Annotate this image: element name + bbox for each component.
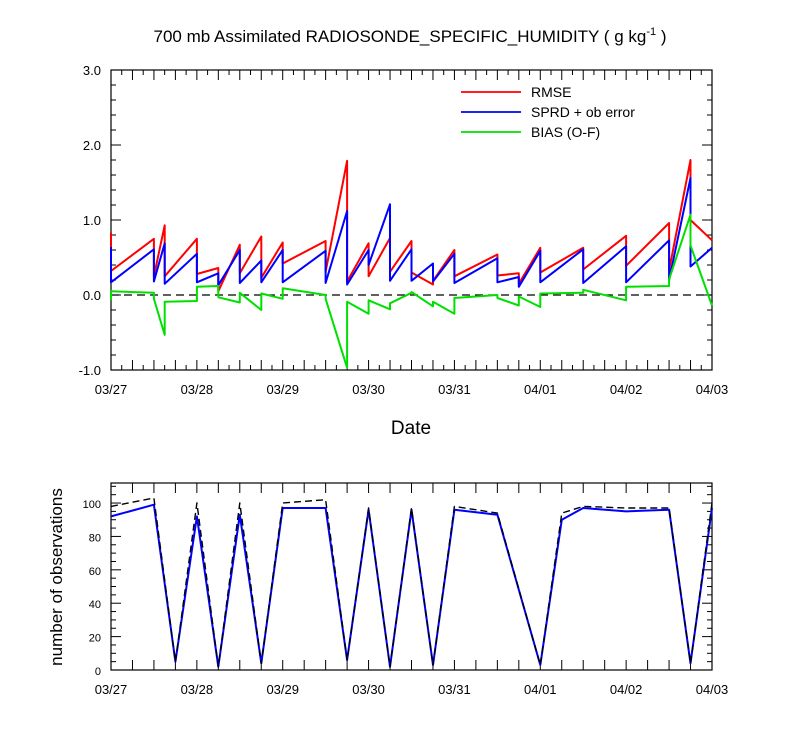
bottom-x-tick-label: 03/30 — [352, 682, 385, 697]
bottom-y-tick-label: 80 — [89, 532, 101, 544]
top-x-axis-label: Date — [391, 418, 431, 439]
top-x-tick-label: 03/30 — [352, 382, 385, 397]
bottom-x-tick-label: 04/03 — [696, 682, 729, 697]
bottom-y-tick-labels: 0 20 40 60 80 100 — [83, 499, 101, 678]
top-y-tick-label: -1.0 — [79, 363, 101, 378]
bottom-x-tick-label: 03/28 — [181, 682, 214, 697]
top-x-tick-label: 04/01 — [524, 382, 557, 397]
top-chart-title: 700 mb Assimilated RADIOSONDE_SPECIFIC_H… — [154, 26, 667, 46]
top-y-tick-label: 0.0 — [83, 288, 101, 303]
bottom-y-axis-label: number of observations — [47, 488, 66, 666]
bottom-x-tick-label: 03/31 — [438, 682, 471, 697]
bottom-x-tick-label: 04/02 — [610, 682, 643, 697]
bottom-x-tick-label: 03/29 — [266, 682, 299, 697]
bottom-y-tick-label: 20 — [89, 633, 101, 645]
legend-label-bias: BIAS (O-F) — [531, 124, 600, 140]
bottom-x-tick-label: 04/01 — [524, 682, 557, 697]
top-plot-ticks — [110, 69, 713, 371]
bottom-y-tick-label: 40 — [89, 599, 101, 611]
bottom-x-tick-labels: 03/27 03/28 03/29 03/30 03/31 04/01 04/02 04/03 — [95, 682, 729, 697]
top-plot-series — [110, 159, 713, 369]
legend-label-sprd: SPRD + ob error — [531, 104, 635, 120]
top-y-tick-label: 2.0 — [83, 138, 101, 153]
top-x-tick-labels: 03/27 03/28 03/29 03/30 03/31 04/01 04/02 04/03 — [95, 382, 729, 397]
top-x-tick-label: 03/28 — [181, 382, 214, 397]
bottom-series-line-0 — [110, 503, 713, 668]
top-x-tick-label: 04/02 — [610, 382, 643, 397]
bottom-plot-series — [110, 497, 713, 668]
bottom-y-tick-label: 100 — [83, 499, 101, 511]
top-series-line-2 — [110, 213, 713, 369]
top-x-tick-label: 04/03 — [696, 382, 729, 397]
top-y-tick-labels: -1.0 0.0 1.0 2.0 3.0 — [79, 63, 101, 378]
top-series-line-1 — [110, 177, 713, 288]
legend-label-rmse: RMSE — [531, 84, 571, 100]
bottom-y-tick-label: 0 — [95, 666, 101, 678]
top-x-tick-label: 03/29 — [266, 382, 299, 397]
bottom-y-tick-label: 60 — [89, 566, 101, 578]
top-x-tick-label: 03/27 — [95, 382, 128, 397]
top-y-tick-label: 1.0 — [83, 213, 101, 228]
top-x-tick-label: 03/31 — [438, 382, 471, 397]
top-y-tick-label: 3.0 — [83, 63, 101, 78]
legend: RMSE SPRD + ob error BIAS (O-F) — [461, 84, 635, 140]
bottom-x-tick-label: 03/27 — [95, 682, 128, 697]
bottom-series-line-1 — [110, 497, 713, 668]
